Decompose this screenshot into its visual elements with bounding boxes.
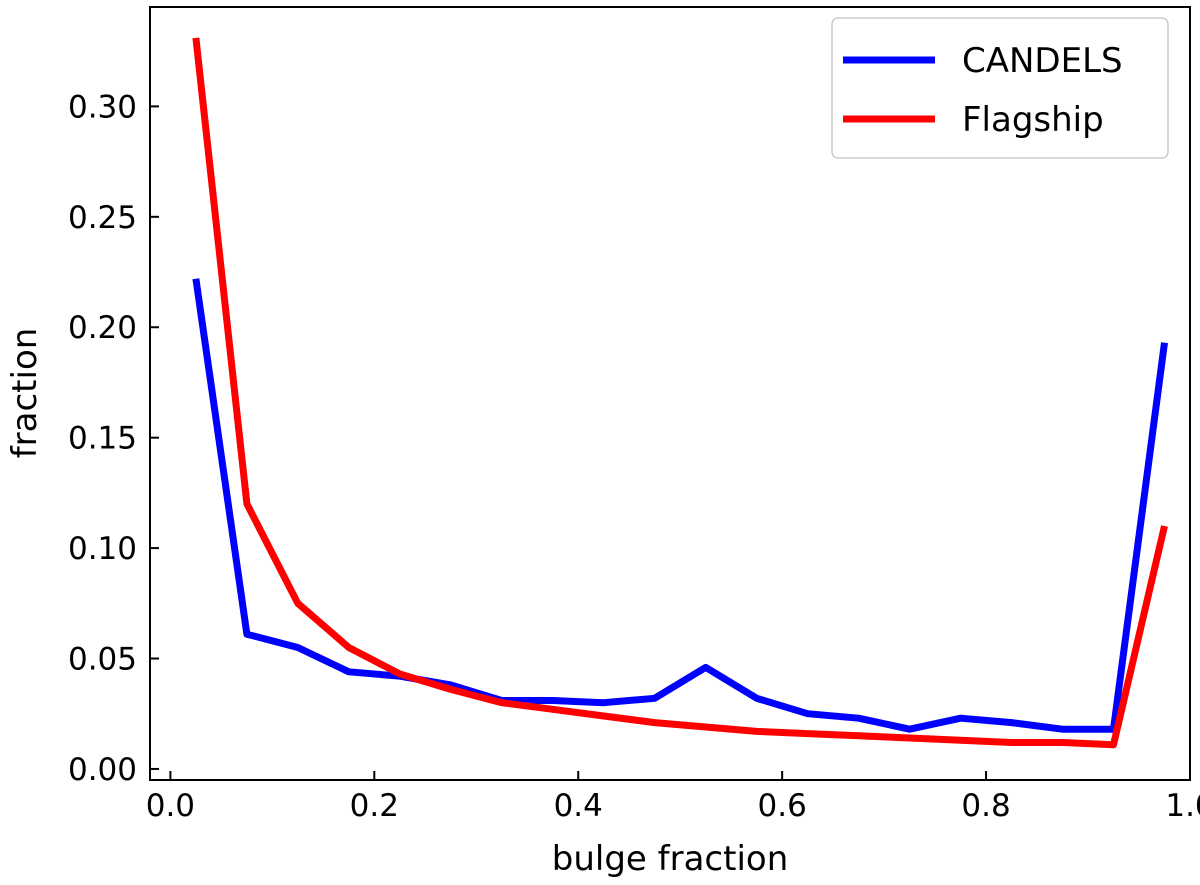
series-layer [192,37,1168,749]
x-tick-label: 0.6 [758,788,807,824]
x-axis-ticks: 0.0 0.2 0.4 0.6 0.8 1.0 [146,771,1200,824]
y-tick-label: 0.30 [68,89,137,125]
series-line-flagship [192,37,1168,749]
y-axis-ticks: 0.00 0.05 0.10 0.15 0.20 0.25 0.30 [68,89,159,788]
y-tick-label: 0.15 [68,421,137,457]
legend-label-flagship: Flagship [962,100,1104,140]
legend: CANDELS Flagship [831,17,1169,159]
x-tick-label: 0.0 [146,788,195,824]
x-axis-label: bulge fraction [552,839,789,879]
plot-frame [149,6,1191,781]
y-tick-label: 0.05 [68,642,137,678]
x-tick-label: 0.8 [961,788,1010,824]
x-tick-label: 1.0 [1165,788,1200,824]
y-tick-label: 0.00 [68,752,137,788]
y-axis-label: fraction [5,328,45,459]
legend-label-candels: CANDELS [962,41,1123,81]
series-line-candels [192,278,1168,733]
y-tick-label: 0.10 [68,531,137,567]
x-tick-label: 0.4 [554,788,603,824]
x-tick-label: 0.2 [350,788,399,824]
y-tick-label: 0.20 [68,310,137,346]
y-tick-label: 0.25 [68,200,137,236]
legend-box [831,17,1169,159]
